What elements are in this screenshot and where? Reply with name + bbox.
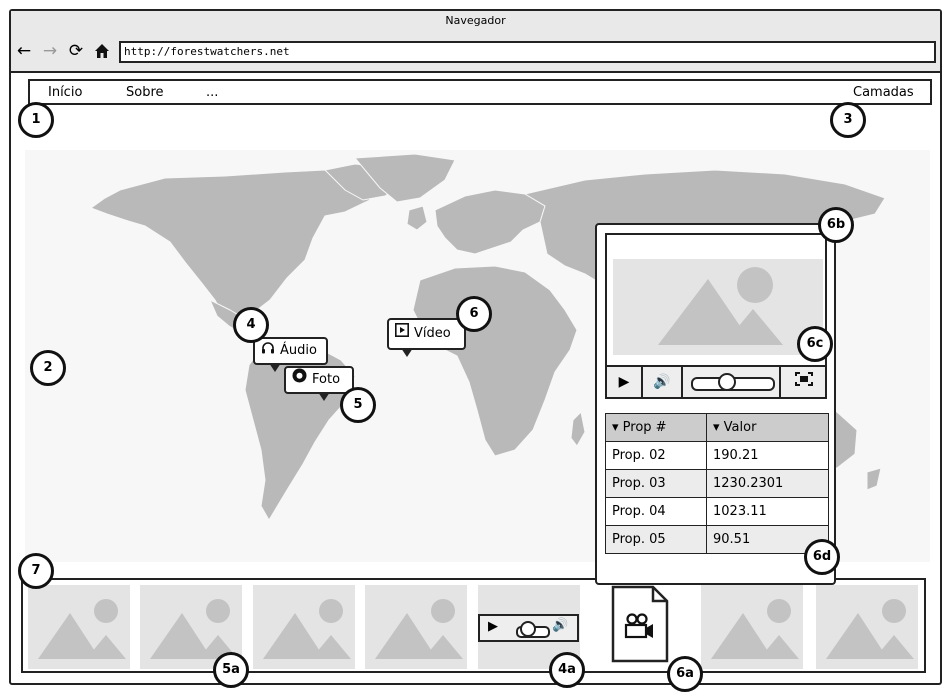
image-placeholder-icon (375, 599, 463, 659)
video-bubble-label: Vídeo (414, 326, 451, 341)
media-thumbnail[interactable] (365, 585, 467, 669)
video-placeholder-image (613, 259, 823, 355)
table-row[interactable]: Prop. 03 1230.2301 (605, 469, 829, 498)
column-header-valor[interactable]: ▾ Valor (706, 413, 829, 442)
value-cell: 1230.2301 (706, 469, 829, 498)
image-placeholder-icon (826, 599, 914, 659)
annotation-marker-5a: 5a (213, 652, 249, 688)
annotation-marker-7: 7 (18, 553, 54, 589)
properties-header-row: ▾ Prop # ▾ Valor (605, 413, 829, 442)
media-thumbnail[interactable] (28, 585, 130, 669)
image-placeholder-icon (711, 599, 799, 659)
photo-bubble-label: Foto (312, 372, 341, 387)
annotation-marker-6a: 6a (667, 656, 703, 692)
properties-table: ▾ Prop # ▾ Valor Prop. 02 190.21 Prop. 03… (605, 413, 829, 554)
play-button[interactable]: ▶ (607, 367, 643, 397)
annotation-marker-1: 1 (18, 102, 54, 138)
video-bubble[interactable]: Vídeo (387, 318, 466, 357)
annotation-marker-5: 5 (340, 387, 376, 423)
video-file-icon[interactable] (611, 585, 669, 663)
audio-slider-knob[interactable] (520, 621, 536, 637)
image-placeholder-icon (658, 267, 783, 345)
home-icon[interactable] (92, 40, 112, 65)
column-header-valor-label: Valor (723, 420, 757, 435)
photo-bubble-tail (318, 392, 330, 401)
annotation-marker-6c: 6c (797, 326, 833, 362)
annotation-marker-4a: 4a (549, 652, 585, 688)
audio-bubble-tail (269, 363, 281, 372)
audio-bubble-label: Áudio (280, 343, 317, 358)
menu-item-more[interactable]: ... (206, 85, 219, 100)
annotation-marker-3: 3 (830, 102, 866, 138)
fullscreen-icon[interactable] (781, 367, 827, 397)
value-cell: 1023.11 (706, 497, 829, 526)
arrow-right-icon[interactable]: → (42, 41, 58, 61)
video-frame (605, 233, 827, 367)
image-placeholder-icon (38, 599, 126, 659)
annotation-marker-4: 4 (233, 307, 269, 343)
url-field[interactable]: http://forestwatchers.net (119, 41, 936, 63)
image-placeholder-icon (263, 599, 351, 659)
annotation-marker-6b: 6b (818, 207, 854, 243)
video-seek-slider[interactable] (683, 367, 781, 397)
media-thumbnail[interactable] (253, 585, 355, 669)
table-row[interactable]: Prop. 05 90.51 (605, 525, 829, 554)
media-strip: ▶ 🔊 (21, 578, 926, 673)
volume-icon[interactable]: 🔊 (643, 367, 683, 397)
headphones-icon (261, 339, 275, 363)
arrow-left-icon[interactable]: ← (16, 41, 32, 61)
media-thumbnail[interactable] (816, 585, 918, 669)
audio-bubble[interactable]: Áudio (253, 337, 328, 372)
annotation-marker-2: 2 (30, 350, 66, 386)
photo-bubble[interactable]: Foto (284, 366, 354, 401)
video-bubble-tail (401, 348, 413, 357)
slider-knob[interactable] (718, 373, 736, 391)
reload-icon[interactable]: ⟳ (68, 41, 84, 61)
column-header-prop[interactable]: ▾ Prop # (605, 413, 707, 442)
volume-icon[interactable]: 🔊 (552, 618, 569, 633)
prop-cell: Prop. 02 (605, 441, 707, 470)
camera-icon (292, 368, 307, 392)
column-header-prop-label: Prop # (622, 420, 667, 435)
prop-cell: Prop. 05 (605, 525, 707, 554)
video-popup: ▶ 🔊 ▾ Prop # ▾ Valor Prop. 02 190.21 Prop… (595, 223, 836, 585)
title-bar: Navegador (11, 11, 940, 36)
menu-item-camadas[interactable]: Camadas (853, 85, 914, 100)
film-icon (395, 320, 409, 348)
value-cell: 190.21 (706, 441, 829, 470)
browser-toolbar: ← → ⟳ http://forestwatchers.net (11, 35, 940, 73)
audio-play-button[interactable]: ▶ (488, 619, 498, 634)
video-controls: ▶ 🔊 (605, 367, 827, 399)
table-row[interactable]: Prop. 04 1023.11 (605, 497, 829, 526)
annotation-marker-6d: 6d (804, 539, 840, 575)
prop-cell: Prop. 04 (605, 497, 707, 526)
audio-player: ▶ 🔊 (478, 614, 579, 642)
window-title: Navegador (445, 14, 506, 27)
menu-item-sobre[interactable]: Sobre (126, 85, 164, 100)
annotation-marker-6: 6 (456, 296, 492, 332)
top-menu: Início Sobre ... Camadas (28, 79, 932, 105)
media-thumbnail[interactable] (701, 585, 803, 669)
prop-cell: Prop. 03 (605, 469, 707, 498)
menu-item-inicio[interactable]: Início (48, 85, 83, 100)
table-row[interactable]: Prop. 02 190.21 (605, 441, 829, 470)
